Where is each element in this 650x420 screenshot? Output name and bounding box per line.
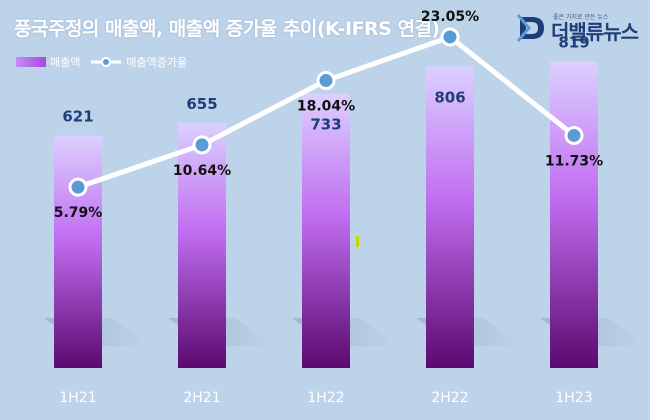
legend-bar-swatch <box>16 57 46 67</box>
bar-value-label: 806 <box>434 88 465 106</box>
legend-item-line: 매출액증가율 <box>90 54 187 70</box>
logo: 좋은 가치로 만든 뉴스 더밸류뉴스 <box>517 12 639 44</box>
bar-value-labels: 621 655 733 806 819 <box>62 34 589 134</box>
legend-bar-label: 매출액 <box>50 56 81 69</box>
legend-line-label: 매출액증가율 <box>126 56 188 69</box>
x-tick-label: 1H23 <box>555 390 592 406</box>
bar-value-label: 819 <box>558 34 589 52</box>
growth-rate-label: 23.05% <box>421 9 479 25</box>
growth-rate-label: 5.79% <box>54 205 103 221</box>
bar-value-label: 655 <box>186 95 217 113</box>
logo-name: 더밸류뉴스 <box>551 20 639 44</box>
growth-rate-label: 11.73% <box>545 153 603 169</box>
bar <box>426 66 474 369</box>
growth-line: 5.79% 10.64% 18.04% 23.05% 11.73% <box>54 9 603 221</box>
x-tick-label: 2H22 <box>431 390 468 406</box>
bar <box>302 93 350 368</box>
growth-rate-label: 10.64% <box>173 163 231 179</box>
x-tick-label: 1H22 <box>307 390 344 406</box>
x-axis-labels: 1H21 2H21 1H22 2H22 1H23 <box>59 390 592 406</box>
growth-point <box>316 71 336 91</box>
bars <box>54 61 598 369</box>
growth-point <box>192 135 212 155</box>
bar <box>550 61 598 368</box>
legend: 매출액 매출액증가율 <box>16 54 187 70</box>
bar-value-label: 733 <box>310 116 341 134</box>
bar <box>178 122 226 368</box>
x-tick-label: 1H21 <box>59 390 96 406</box>
bar-value-label: 621 <box>62 108 93 126</box>
x-tick-label: 2H21 <box>183 390 220 406</box>
chart-title: 풍국주정의 매출액, 매출액 증가율 추이(K-IFRS 연결) <box>14 18 440 40</box>
growth-point <box>440 27 460 47</box>
legend-item-bar: 매출액 <box>16 54 80 70</box>
growth-rate-label: 18.04% <box>297 99 355 115</box>
growth-point <box>564 125 584 145</box>
logo-tagline: 좋은 가치로 만든 뉴스 <box>553 14 609 21</box>
logo-mark-icon <box>517 14 544 42</box>
small-marker <box>356 236 359 247</box>
legend-line-swatch <box>91 57 122 67</box>
growth-point <box>68 177 88 197</box>
bar <box>54 135 102 368</box>
